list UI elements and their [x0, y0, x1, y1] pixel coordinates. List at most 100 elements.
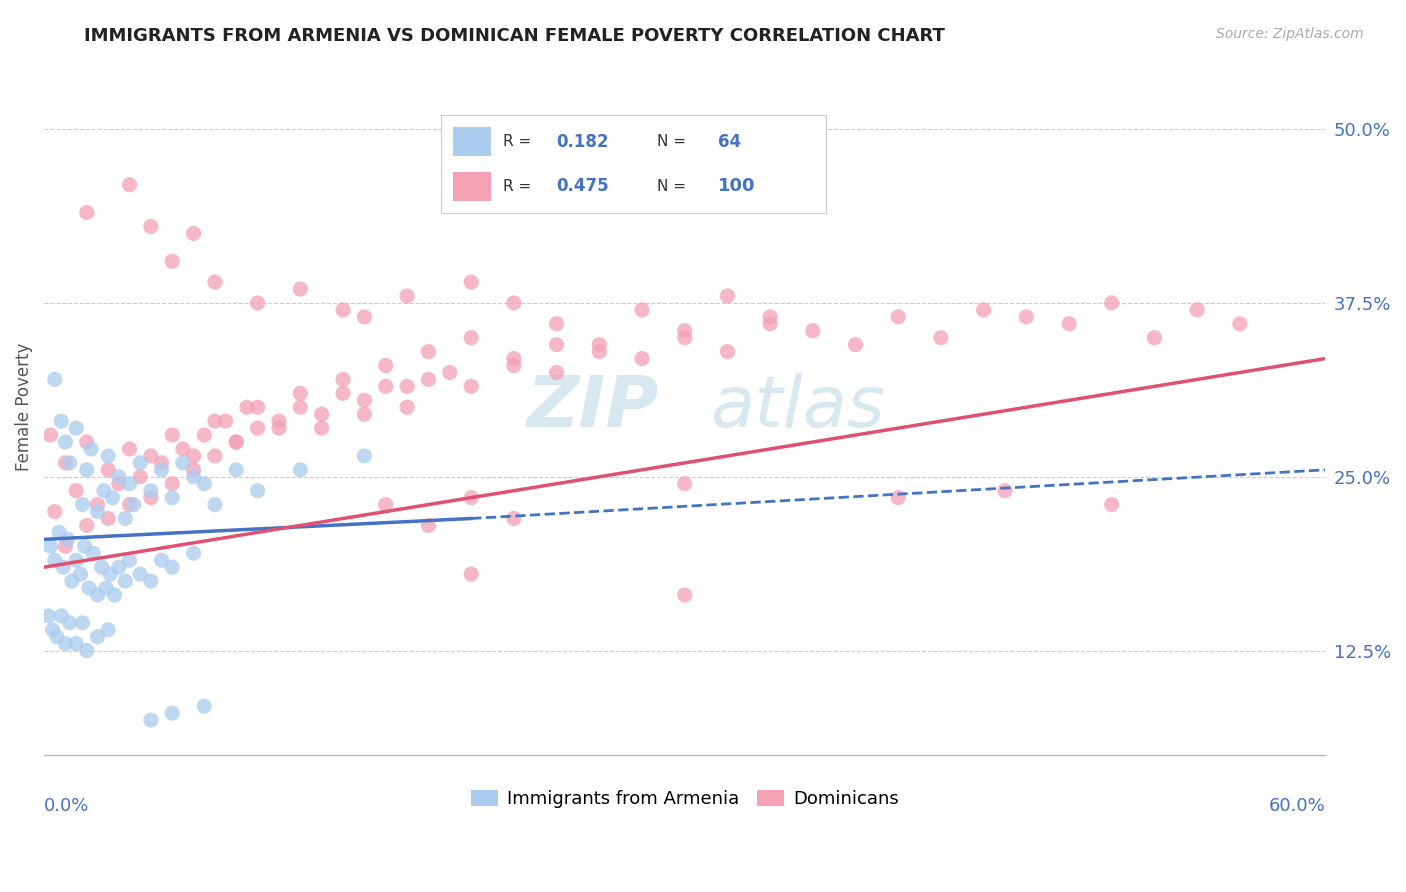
- Point: [546, 366, 568, 380]
- Point: [396, 289, 419, 303]
- Point: [139, 574, 162, 588]
- Point: [246, 421, 269, 435]
- Text: 0.0%: 0.0%: [44, 797, 90, 814]
- Point: [290, 401, 312, 415]
- Point: [122, 498, 145, 512]
- Text: ZIP: ZIP: [527, 373, 659, 442]
- Point: [236, 401, 259, 415]
- Point: [193, 699, 215, 714]
- Point: [546, 317, 568, 331]
- Point: [588, 344, 610, 359]
- Point: [118, 498, 141, 512]
- Point: [353, 449, 375, 463]
- Point: [172, 442, 194, 456]
- Point: [460, 331, 482, 345]
- Point: [90, 560, 112, 574]
- Point: [76, 518, 98, 533]
- Point: [118, 442, 141, 456]
- Point: [77, 581, 100, 595]
- Point: [460, 379, 482, 393]
- Point: [887, 491, 910, 505]
- Point: [76, 435, 98, 450]
- Point: [172, 456, 194, 470]
- Point: [129, 470, 152, 484]
- Point: [108, 476, 131, 491]
- Point: [193, 428, 215, 442]
- Point: [396, 401, 419, 415]
- Point: [72, 498, 94, 512]
- Point: [460, 491, 482, 505]
- Point: [193, 476, 215, 491]
- Point: [396, 379, 419, 393]
- Point: [65, 553, 87, 567]
- Point: [160, 428, 183, 442]
- Text: Source: ZipAtlas.com: Source: ZipAtlas.com: [1216, 27, 1364, 41]
- Point: [332, 386, 354, 401]
- Point: [97, 623, 120, 637]
- Point: [183, 227, 205, 241]
- Point: [65, 637, 87, 651]
- Point: [673, 324, 696, 338]
- Point: [39, 428, 62, 442]
- Point: [59, 615, 82, 630]
- Point: [225, 435, 247, 450]
- Point: [183, 470, 205, 484]
- Point: [290, 386, 312, 401]
- Point: [973, 302, 995, 317]
- Point: [51, 608, 73, 623]
- Point: [160, 560, 183, 574]
- Point: [994, 483, 1017, 498]
- Point: [55, 435, 77, 450]
- Point: [1101, 498, 1123, 512]
- Point: [108, 470, 131, 484]
- Point: [97, 463, 120, 477]
- Point: [887, 310, 910, 324]
- Point: [59, 456, 82, 470]
- Point: [353, 407, 375, 421]
- Point: [1101, 296, 1123, 310]
- Point: [94, 581, 117, 595]
- Point: [311, 407, 333, 421]
- Point: [93, 483, 115, 498]
- Point: [332, 302, 354, 317]
- Point: [160, 476, 183, 491]
- Point: [72, 615, 94, 630]
- Point: [460, 275, 482, 289]
- Point: [546, 337, 568, 351]
- Point: [418, 372, 440, 386]
- Point: [353, 393, 375, 408]
- Y-axis label: Female Poverty: Female Poverty: [15, 343, 32, 472]
- Legend: Immigrants from Armenia, Dominicans: Immigrants from Armenia, Dominicans: [464, 782, 905, 815]
- Point: [716, 344, 738, 359]
- Point: [101, 491, 124, 505]
- Point: [225, 435, 247, 450]
- Point: [118, 178, 141, 192]
- Point: [418, 518, 440, 533]
- Point: [150, 463, 173, 477]
- Point: [98, 567, 121, 582]
- Point: [183, 546, 205, 560]
- Point: [86, 498, 108, 512]
- Point: [801, 324, 824, 338]
- Point: [39, 539, 62, 553]
- Point: [502, 296, 524, 310]
- Point: [673, 476, 696, 491]
- Point: [588, 337, 610, 351]
- Point: [267, 421, 290, 435]
- Point: [52, 560, 75, 574]
- Point: [55, 539, 77, 553]
- Point: [86, 630, 108, 644]
- Point: [1057, 317, 1080, 331]
- Point: [114, 574, 136, 588]
- Point: [129, 567, 152, 582]
- Point: [55, 456, 77, 470]
- Point: [44, 553, 66, 567]
- Point: [139, 483, 162, 498]
- Point: [267, 414, 290, 428]
- Point: [374, 379, 396, 393]
- Point: [60, 574, 83, 588]
- Point: [716, 289, 738, 303]
- Point: [502, 351, 524, 366]
- Point: [844, 337, 866, 351]
- Point: [204, 414, 226, 428]
